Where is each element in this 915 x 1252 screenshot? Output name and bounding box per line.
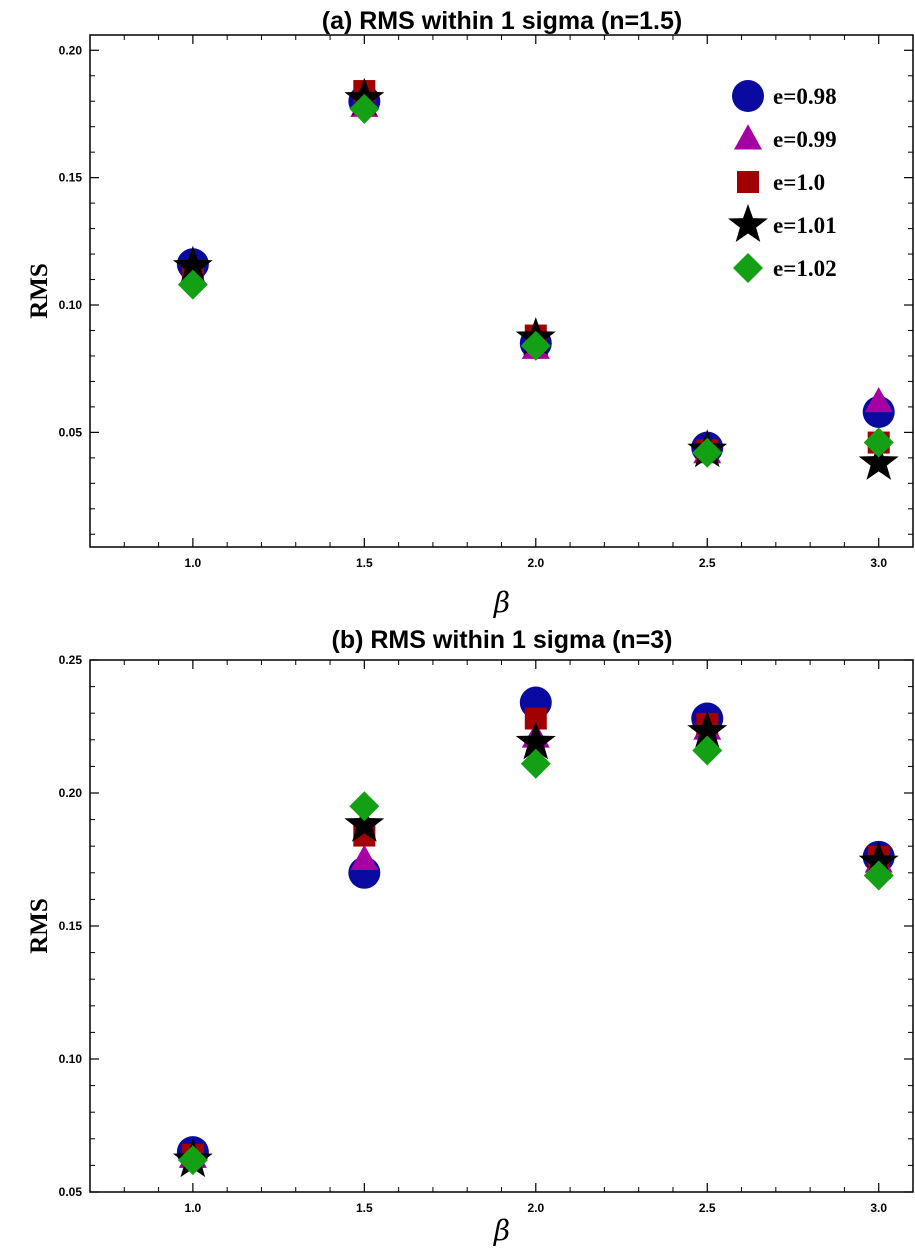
data-point-diamond	[692, 735, 723, 766]
x-tick-label: 3.0	[870, 1201, 887, 1215]
y-tick-label: 0.25	[59, 653, 83, 667]
series-e=0.99	[178, 714, 893, 1168]
data-point-diamond	[520, 748, 551, 779]
legend-marker-triangle	[734, 124, 762, 150]
data-point-diamond	[692, 437, 723, 468]
x-tick-label: 3.0	[870, 556, 887, 570]
y-tick-label: 0.10	[59, 1052, 83, 1066]
legend-label: e=0.98	[773, 84, 837, 109]
data-point-star	[344, 803, 385, 842]
data-point-diamond	[177, 1145, 208, 1176]
legend: e=0.98 e=0.99 e=1.0 e=1.01 e=1.02	[728, 80, 837, 283]
series-e=1.01	[172, 710, 899, 1178]
legend-marker-circle	[732, 80, 764, 112]
x-tick-label: 1.0	[185, 556, 202, 570]
legend-marker-square	[737, 171, 759, 193]
y-axis-label: RMS	[26, 898, 53, 954]
plot-frame	[89, 659, 914, 1193]
legend-label: e=0.99	[773, 127, 837, 152]
chart-title: (a) RMS within 1 sigma (n=1.5)	[322, 7, 682, 35]
data-point-triangle	[350, 844, 379, 870]
x-tick-label: 1.5	[356, 1201, 373, 1215]
data-point-star	[515, 721, 556, 760]
data-point-diamond	[177, 269, 208, 300]
plot-frame	[89, 34, 914, 548]
legend-marker-star	[728, 204, 768, 242]
y-tick-label: 0.10	[59, 298, 83, 312]
x-tick-label: 2.5	[699, 1201, 716, 1215]
x-tick-label: 2.5	[699, 556, 716, 570]
data-point-star	[172, 245, 213, 284]
data-point-star	[858, 441, 899, 480]
data-point-diamond	[349, 93, 380, 124]
data-point-triangle	[864, 387, 893, 413]
series-e=1.02	[177, 735, 894, 1176]
data-point-star	[858, 841, 899, 880]
legend-label: e=1.02	[773, 256, 837, 281]
x-tick-label: 2.0	[527, 556, 544, 570]
data-point-square	[524, 707, 547, 730]
y-tick-label: 0.15	[59, 919, 83, 933]
x-tick-label: 2.0	[527, 1201, 544, 1215]
y-tick-label: 0.05	[59, 1185, 83, 1199]
x-axis-label: β	[493, 586, 510, 619]
data-point-star	[687, 710, 728, 749]
x-tick-label: 1.0	[185, 1201, 202, 1215]
data-point-diamond	[863, 860, 894, 891]
y-axis-label: RMS	[26, 263, 53, 319]
chart-panel-1: (b) RMS within 1 sigma (n=3) β RMS 1.0 1.5 2.…	[26, 626, 914, 1247]
data-point-diamond	[349, 791, 380, 822]
x-axis-label: β	[493, 1214, 510, 1247]
y-tick-label: 0.05	[59, 425, 83, 439]
y-tick-label: 0.15	[59, 171, 83, 185]
legend-marker-diamond	[733, 253, 763, 283]
legend-label: e=1.0	[773, 170, 825, 195]
y-tick-label: 0.20	[59, 43, 83, 57]
chart-panel-0: (a) RMS within 1 sigma (n=1.5) β RMS 1.0 1.5…	[26, 7, 914, 619]
data-point-diamond	[863, 427, 894, 458]
x-tick-label: 1.5	[356, 556, 373, 570]
data-point-diamond	[520, 330, 551, 361]
legend-label: e=1.01	[773, 213, 837, 238]
chart-title: (b) RMS within 1 sigma (n=3)	[332, 626, 673, 654]
y-tick-label: 0.20	[59, 786, 83, 800]
series-e=1.02	[177, 93, 894, 468]
